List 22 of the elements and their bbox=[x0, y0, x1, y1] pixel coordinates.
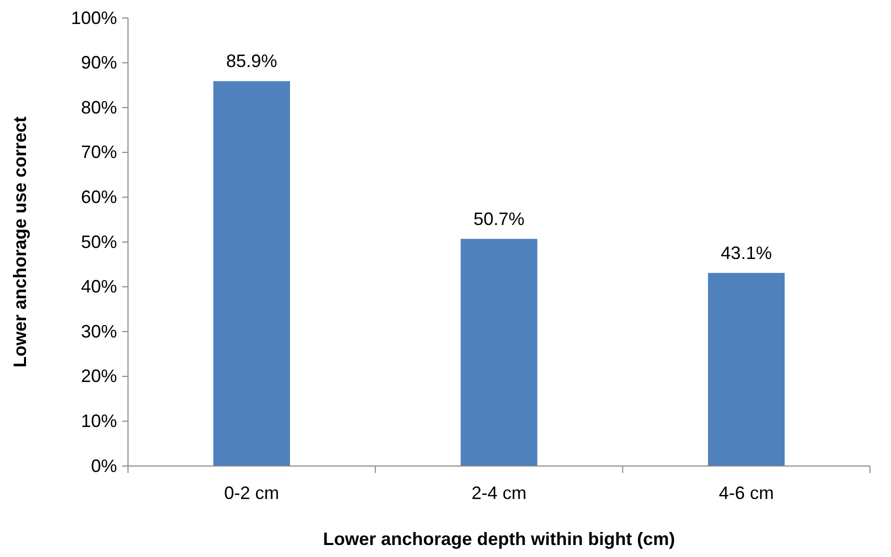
y-tick-label: 60% bbox=[80, 186, 117, 207]
y-tick-label: 90% bbox=[80, 52, 117, 73]
y-tick-label: 10% bbox=[80, 410, 117, 431]
y-tick-label: 70% bbox=[80, 142, 117, 162]
data-label: 85.9% bbox=[226, 51, 278, 72]
bar bbox=[460, 238, 538, 466]
x-tick-label: 0-2 cm bbox=[224, 482, 280, 503]
data-label: 50.7% bbox=[473, 208, 525, 229]
y-tick-label: 50% bbox=[80, 232, 117, 252]
y-tick-label: 30% bbox=[80, 321, 117, 342]
x-tick-label: 2-4 cm bbox=[471, 482, 527, 503]
data-label: 43.1% bbox=[720, 242, 772, 263]
y-tick-label: 40% bbox=[80, 276, 117, 297]
y-tick-label: 0% bbox=[90, 456, 117, 476]
y-tick-label: 80% bbox=[80, 97, 117, 118]
y-tick-label: 100% bbox=[70, 8, 117, 28]
bar bbox=[213, 81, 290, 466]
y-axis-title: Lower anchorage use correct bbox=[10, 116, 30, 368]
x-axis-title: Lower anchorage depth within bight (cm) bbox=[322, 529, 676, 549]
bar bbox=[708, 272, 785, 466]
x-tick-label: 4-6 cm bbox=[718, 482, 774, 503]
y-tick-label: 20% bbox=[80, 366, 117, 386]
